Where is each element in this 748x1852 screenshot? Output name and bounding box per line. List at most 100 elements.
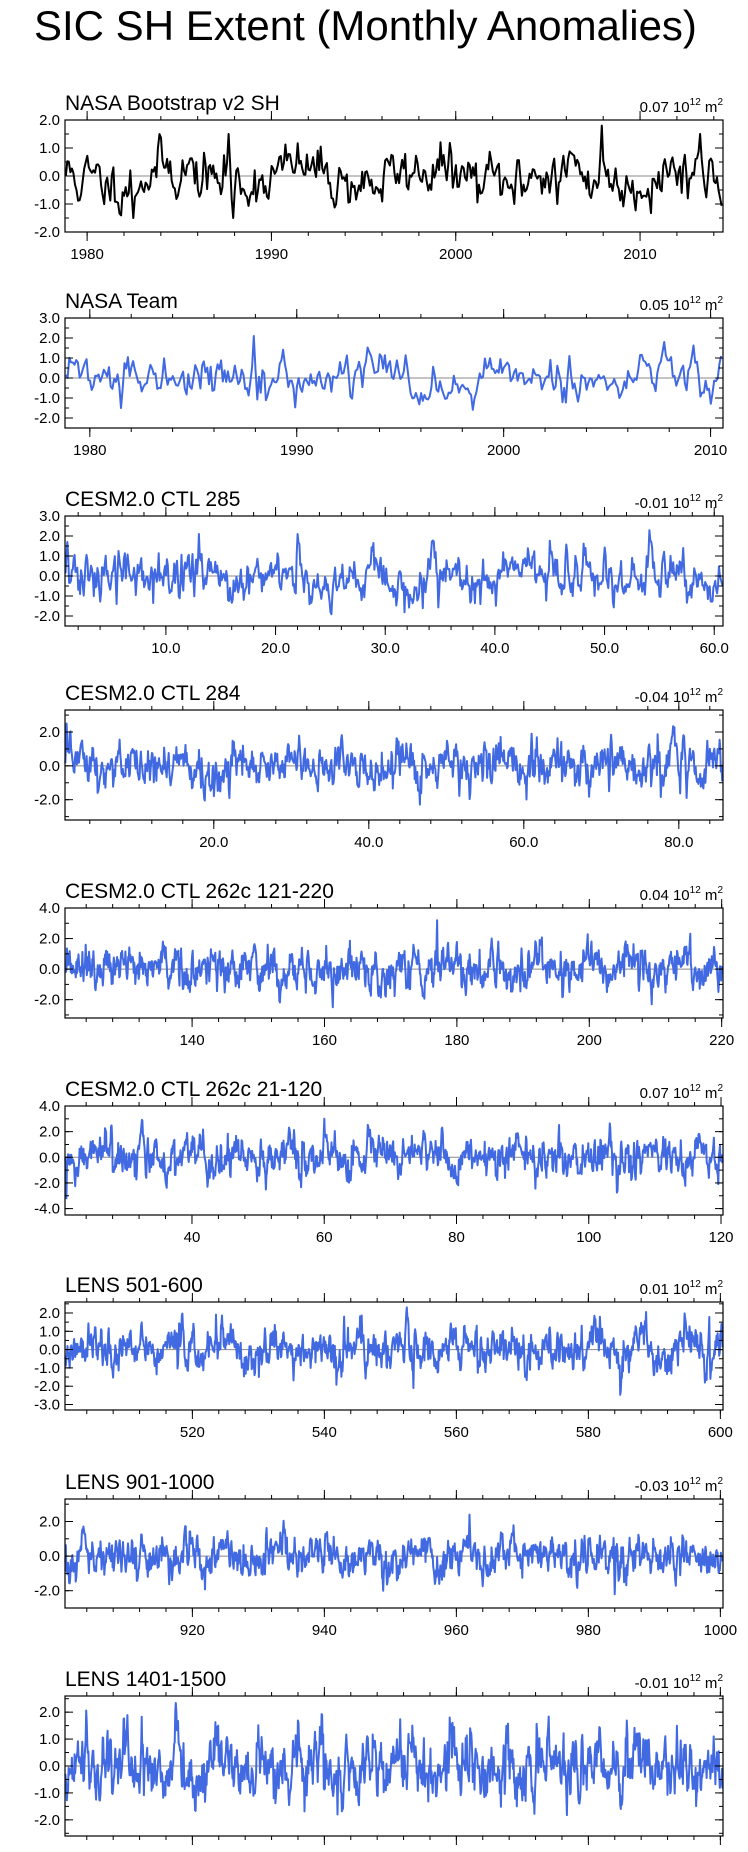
x-tick-label: 1990 bbox=[280, 442, 313, 459]
x-tick-label: 140 bbox=[180, 1032, 205, 1049]
x-tick-label: 520 bbox=[180, 1424, 205, 1441]
panel-title: CESM2.0 CTL 262c 121-220 bbox=[65, 880, 334, 903]
y-tick-label: -1.0 bbox=[34, 196, 60, 213]
y-tick-label: -2.0 bbox=[34, 1583, 60, 1600]
x-tick-label: 1980 bbox=[70, 246, 103, 263]
x-tick-label: 1440 bbox=[308, 1850, 341, 1852]
plot-frame bbox=[64, 709, 724, 821]
panel-title: LENS 1401-1500 bbox=[65, 1668, 226, 1691]
panel-stat: 0.07 1012 m2 bbox=[640, 97, 724, 116]
panel-title: NASA Team bbox=[65, 290, 178, 313]
x-tick-label: 80 bbox=[448, 1229, 465, 1246]
y-tick-label: -2.0 bbox=[34, 224, 60, 241]
panel-stat: -0.01 1012 m2 bbox=[635, 1673, 724, 1692]
x-tick-label: 220 bbox=[709, 1032, 734, 1049]
chart-panel: NASA Bootstrap v2 SH 0.07 1012 m2 -2.0 -1.0… bbox=[34, 92, 724, 263]
x-tick-label: 2010 bbox=[623, 246, 656, 263]
x-tick-label: 1000 bbox=[704, 1622, 737, 1639]
x-tick-label: 40 bbox=[184, 1229, 201, 1246]
x-tick-label: 580 bbox=[576, 1424, 601, 1441]
x-tick-label: 40.0 bbox=[354, 834, 383, 851]
panel-stat: -0.01 1012 m2 bbox=[635, 493, 724, 512]
x-tick-label: 80.0 bbox=[664, 834, 693, 851]
x-tick-label: 2000 bbox=[487, 442, 520, 459]
y-tick-label: 0.0 bbox=[39, 1149, 60, 1166]
y-tick-label: -2.0 bbox=[34, 1812, 60, 1829]
y-tick-label: -1.0 bbox=[34, 390, 60, 407]
chart-panel: CESM2.0 CTL 262c 21-120 0.07 1012 m2 -4.0 -… bbox=[34, 1078, 733, 1246]
x-tick-label: 560 bbox=[444, 1424, 469, 1441]
panel-stat: 0.01 1012 m2 bbox=[640, 1279, 724, 1298]
x-tick-label: 160 bbox=[312, 1032, 337, 1049]
x-tick-label: 980 bbox=[576, 1622, 601, 1639]
chart-panel: CESM2.0 CTL 262c 121-220 0.04 1012 m2 -2.0… bbox=[34, 880, 734, 1049]
y-tick-label: 0.0 bbox=[39, 1758, 60, 1775]
y-tick-label: 2.0 bbox=[39, 1704, 60, 1721]
series-line bbox=[64, 124, 723, 219]
x-tick-label: 2010 bbox=[694, 442, 727, 459]
panel-stat: -0.04 1012 m2 bbox=[635, 687, 724, 706]
x-tick-label: 540 bbox=[312, 1424, 337, 1441]
x-tick-label: 1480 bbox=[572, 1850, 605, 1852]
x-tick-label: 1990 bbox=[255, 246, 288, 263]
x-tick-label: 60 bbox=[316, 1229, 333, 1246]
y-tick-label: 2.0 bbox=[39, 528, 60, 545]
plot-frame bbox=[64, 1105, 724, 1216]
chart-panel: LENS 901-1000 -0.03 1012 m2 -2.0 0.0 2.0 920 9… bbox=[34, 1471, 737, 1639]
y-tick-label: 1.0 bbox=[39, 1731, 60, 1748]
x-tick-label: 1460 bbox=[440, 1850, 473, 1852]
y-tick-label: -1.0 bbox=[34, 588, 60, 605]
y-tick-label: 3.0 bbox=[39, 310, 60, 327]
y-tick-label: -4.0 bbox=[34, 1201, 60, 1218]
panel-title: CESM2.0 CTL 284 bbox=[65, 682, 241, 705]
plot-frame bbox=[64, 1498, 724, 1609]
y-tick-label: -1.0 bbox=[34, 1785, 60, 1802]
y-tick-label: 0.0 bbox=[39, 1342, 60, 1359]
series-line bbox=[64, 1702, 724, 1817]
x-tick-label: 100 bbox=[576, 1229, 601, 1246]
x-tick-label: 20.0 bbox=[261, 640, 290, 657]
x-tick-label: 60.0 bbox=[700, 640, 729, 657]
panel-title: CESM2.0 CTL 285 bbox=[65, 488, 240, 511]
chart-panel: CESM2.0 CTL 285 -0.01 1012 m2 -2.0 -1.0 0.0 1… bbox=[34, 488, 729, 657]
x-tick-label: 960 bbox=[444, 1622, 469, 1639]
y-tick-label: 2.0 bbox=[39, 330, 60, 347]
x-tick-label: 920 bbox=[180, 1622, 205, 1639]
chart-panel: CESM2.0 CTL 284 -0.04 1012 m2 -2.0 0.0 2.0 20… bbox=[34, 682, 724, 851]
x-tick-label: 10.0 bbox=[151, 640, 180, 657]
y-tick-label: 0.0 bbox=[39, 961, 60, 978]
y-tick-label: -2.0 bbox=[34, 792, 60, 809]
plot-frame bbox=[64, 907, 724, 1019]
chart-panel: LENS 501-600 0.01 1012 m2 -3.0 -2.0-1.00.0 1… bbox=[34, 1274, 733, 1441]
series-line bbox=[65, 335, 723, 411]
plot-frame bbox=[64, 317, 724, 429]
y-tick-label: 0.0 bbox=[39, 168, 60, 185]
plot-frame bbox=[64, 515, 724, 627]
x-tick-label: 1500 bbox=[704, 1850, 737, 1852]
y-tick-label: 0.0 bbox=[39, 1548, 60, 1565]
x-tick-label: 40.0 bbox=[480, 640, 509, 657]
series-line bbox=[64, 1117, 724, 1200]
y-tick-label: 3.0 bbox=[39, 508, 60, 525]
y-tick-label: -2.0 bbox=[34, 992, 60, 1009]
y-tick-label: 1.0 bbox=[39, 548, 60, 565]
plot-frame bbox=[64, 1695, 724, 1837]
y-tick-label: -2.0 bbox=[34, 608, 60, 625]
y-tick-label: 4.0 bbox=[39, 900, 60, 917]
x-tick-label: 20.0 bbox=[199, 834, 228, 851]
panel-stat: 0.04 1012 m2 bbox=[640, 885, 724, 904]
y-tick-label: 0.0 bbox=[39, 370, 60, 387]
series-line bbox=[64, 1306, 724, 1396]
series-line bbox=[64, 919, 724, 1009]
y-tick-label: 0.0 bbox=[39, 758, 60, 775]
y-tick-label: 2.0 bbox=[39, 1124, 60, 1141]
panel-title: LENS 501-600 bbox=[65, 1274, 203, 1297]
chart-panel: LENS 1401-1500 -0.01 1012 m2 -2.0 -1.0 0.0 1.… bbox=[34, 1668, 737, 1852]
y-tick-label: -3.0 bbox=[34, 1397, 60, 1414]
panel-title: LENS 901-1000 bbox=[65, 1471, 214, 1494]
y-tick-label: -2.0 bbox=[34, 410, 60, 427]
y-tick-label: 1.0 bbox=[39, 1323, 60, 1340]
series-line bbox=[64, 1513, 724, 1596]
y-tick-label: -2.0 bbox=[34, 1175, 60, 1192]
panel-stat: 0.07 1012 m2 bbox=[640, 1083, 724, 1102]
